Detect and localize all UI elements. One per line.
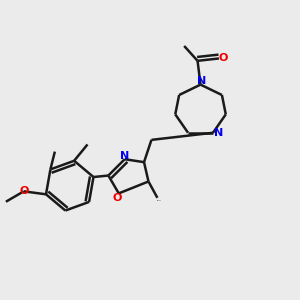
Text: O: O xyxy=(19,186,28,196)
Text: O: O xyxy=(219,53,228,64)
Text: O: O xyxy=(112,193,122,203)
Text: methyl: methyl xyxy=(157,200,162,201)
Text: N: N xyxy=(197,76,207,86)
Text: N: N xyxy=(120,151,129,160)
Text: N: N xyxy=(214,128,223,138)
